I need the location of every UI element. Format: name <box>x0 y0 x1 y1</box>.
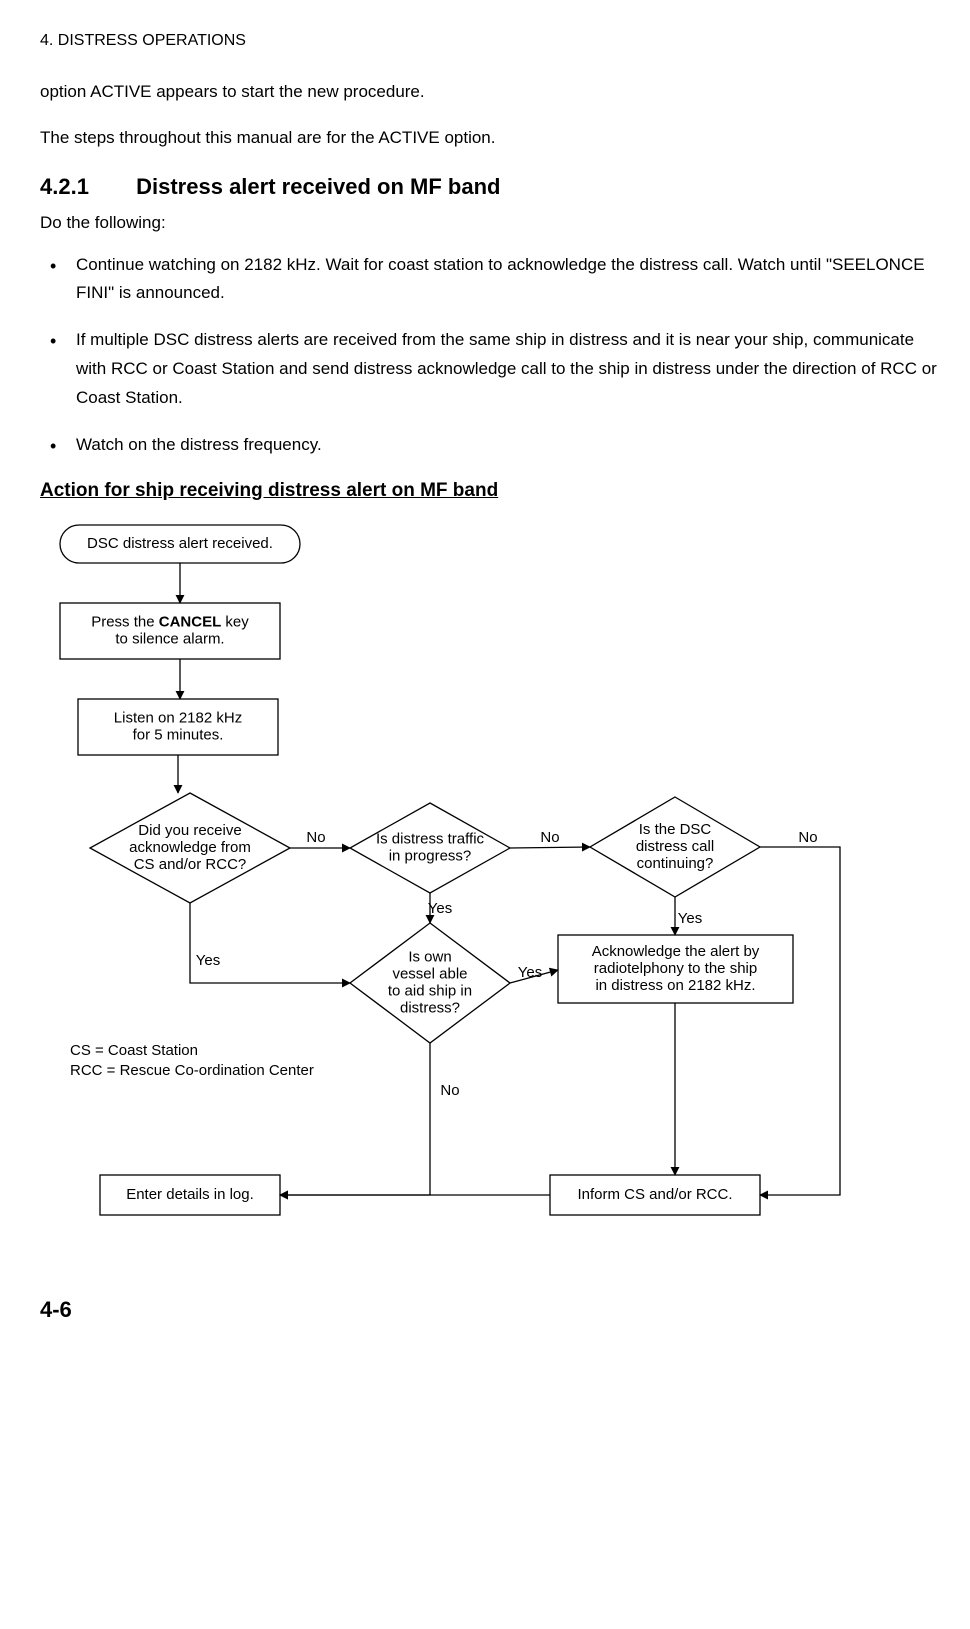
svg-text:Inform CS and/or RCC.: Inform CS and/or RCC. <box>577 1185 732 1202</box>
chapter-header: 4. DISTRESS OPERATIONS <box>40 30 940 52</box>
page-number: 4-6 <box>40 1295 940 1326</box>
section-title: Distress alert received on MF band <box>136 174 500 199</box>
svg-text:Acknowledge the alert by: Acknowledge the alert by <box>592 942 760 959</box>
flowchart-svg: DSC distress alert received. Press the CA… <box>50 515 930 1285</box>
svg-text:acknowledge from: acknowledge from <box>129 838 251 855</box>
svg-text:distress?: distress? <box>400 999 460 1016</box>
bullet-list: Continue watching on 2182 kHz. Wait for … <box>40 251 940 460</box>
intro-line: Do the following: <box>40 211 940 235</box>
svg-text:Press the CANCEL key: Press the CANCEL key <box>91 613 249 630</box>
svg-text:DSC distress alert received.: DSC distress alert received. <box>87 534 273 551</box>
svg-text:radiotelphony to the ship: radiotelphony to the ship <box>594 959 757 976</box>
svg-text:Is own: Is own <box>408 948 451 965</box>
svg-text:No: No <box>306 829 325 846</box>
svg-text:Listen on 2182 kHz: Listen on 2182 kHz <box>114 709 242 726</box>
svg-text:to aid ship in: to aid ship in <box>388 982 472 999</box>
paragraph-2: The steps throughout this manual are for… <box>40 126 940 150</box>
section-heading: 4.2.1 Distress alert received on MF band <box>40 172 940 203</box>
svg-text:Yes: Yes <box>518 964 542 981</box>
bullet-item: Watch on the distress frequency. <box>40 431 940 460</box>
svg-text:Yes: Yes <box>678 910 702 927</box>
bullet-item: Continue watching on 2182 kHz. Wait for … <box>40 251 940 309</box>
svg-text:to silence alarm.: to silence alarm. <box>115 630 224 647</box>
svg-text:No: No <box>798 829 817 846</box>
section-number: 4.2.1 <box>40 172 130 203</box>
svg-text:Enter details in log.: Enter details in log. <box>126 1185 254 1202</box>
svg-text:CS = Coast Station: CS = Coast Station <box>70 1042 198 1059</box>
svg-text:Yes: Yes <box>428 900 452 917</box>
flowchart-container: DSC distress alert received. Press the CA… <box>50 515 930 1285</box>
svg-text:distress call: distress call <box>636 837 714 854</box>
svg-text:No: No <box>440 1082 459 1099</box>
svg-text:for 5 minutes.: for 5 minutes. <box>133 726 224 743</box>
svg-text:Is the DSC: Is the DSC <box>639 820 712 837</box>
flowchart-subheading: Action for ship receiving distress alert… <box>40 478 940 505</box>
svg-text:in progress?: in progress? <box>389 847 472 864</box>
svg-text:RCC = Rescue Co-ordination Cen: RCC = Rescue Co-ordination Center <box>70 1062 314 1079</box>
svg-text:Is distress traffic: Is distress traffic <box>376 830 485 847</box>
paragraph-1: option ACTIVE appears to start the new p… <box>40 80 940 104</box>
svg-text:vessel able: vessel able <box>392 965 467 982</box>
svg-text:CS and/or RCC?: CS and/or RCC? <box>134 855 247 872</box>
svg-text:No: No <box>540 829 559 846</box>
svg-text:continuing?: continuing? <box>637 854 714 871</box>
svg-text:in distress on 2182 kHz.: in distress on 2182 kHz. <box>595 976 755 993</box>
svg-text:Yes: Yes <box>196 952 220 969</box>
svg-text:Did you receive: Did you receive <box>138 821 241 838</box>
bullet-item: If multiple DSC distress alerts are rece… <box>40 326 940 413</box>
